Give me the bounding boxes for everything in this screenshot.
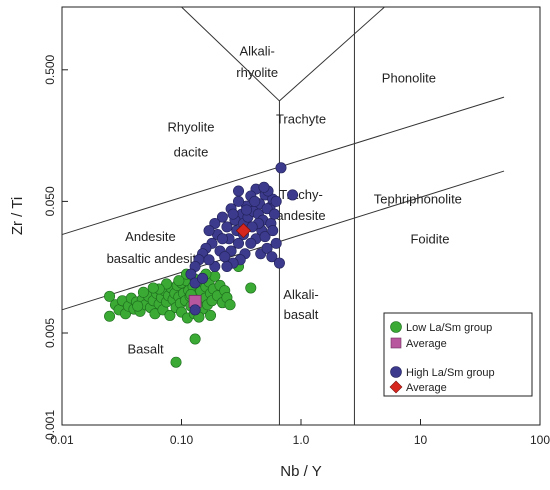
legend: Low La/Sm group Average High La/Sm group… — [383, 312, 533, 397]
legend-box — [383, 312, 533, 397]
field-label-7: andesite — [276, 208, 325, 223]
field-label-3: Rhyolite — [167, 119, 214, 134]
field-label-4: dacite — [174, 144, 209, 159]
field-label-13: basalt — [284, 307, 319, 322]
series-2-point-42 — [221, 261, 233, 273]
x-tick-label-2: 1.0 — [293, 433, 310, 447]
series-3 — [235, 223, 252, 239]
series-0-point-24 — [164, 309, 176, 321]
x-tick-label-4: 100 — [530, 433, 550, 447]
field-label-12: Alkali- — [283, 287, 318, 302]
field-label-0: Alkali- — [239, 44, 274, 59]
series-2 — [185, 162, 299, 316]
series-2-point-56 — [241, 204, 253, 216]
field-label-2: Phonolite — [382, 71, 436, 86]
series-2-point-51 — [233, 237, 245, 249]
legend-marker-low — [390, 321, 402, 333]
series-2-point-15 — [209, 217, 221, 229]
y-tick-label-3: 0.500 — [43, 54, 57, 84]
series-0-point-2 — [104, 310, 116, 322]
series-2-point-24 — [197, 272, 209, 284]
series-2-point-65 — [287, 189, 299, 201]
series-0-point-64 — [173, 275, 185, 287]
series-2-point-0 — [275, 162, 287, 174]
series-0-point-74 — [205, 309, 217, 321]
series-2-point-45 — [266, 251, 278, 263]
series-2-point-53 — [219, 251, 231, 263]
legend-marker-average-low — [390, 337, 402, 349]
series-2-point-38 — [245, 237, 257, 249]
y-tick-label-2: 0.050 — [43, 186, 57, 216]
x-tick-label-1: 0.10 — [170, 433, 194, 447]
series-2-point-22 — [185, 268, 197, 280]
series-2-point-17 — [203, 225, 215, 237]
data-points — [104, 162, 299, 368]
field-label-10: basaltic andesite — [107, 251, 204, 266]
series-0-point-67 — [147, 282, 159, 294]
y-tick-label-1: 0.005 — [43, 318, 57, 348]
legend-marker-high — [390, 366, 402, 378]
field-label-5: Trachyte — [276, 112, 326, 127]
series-0-point-78 — [170, 356, 182, 368]
series-0-point-68 — [137, 286, 149, 298]
axis-ticks: 0.01 0.10 1.0 10 100 0.001 0.005 0.050 0.500 — [43, 54, 550, 447]
legend-label-average-high: Average — [406, 382, 447, 394]
series-0-point-76 — [245, 282, 257, 294]
series-0-point-73 — [224, 299, 236, 311]
series-2-point-62 — [216, 233, 228, 245]
series-3-point-0 — [235, 223, 252, 239]
field-labels: Alkali-rhyolite Phonolite Rhyolite dacite Tr… — [107, 44, 462, 357]
x-tick-label-0: 0.01 — [50, 433, 74, 447]
x-tick-label-3: 10 — [414, 433, 428, 447]
series-2-point-57 — [249, 195, 261, 207]
series-2-point-59 — [270, 195, 282, 207]
field-label-9: Andesite — [125, 229, 176, 244]
series-2-point-63 — [233, 185, 245, 197]
series-2-point-60 — [267, 225, 279, 237]
x-axis-label: Nb / Y — [280, 463, 321, 480]
series-2-point-12 — [221, 221, 233, 233]
field-label-8: Tephriphonolite — [374, 192, 462, 207]
series-2-point-13 — [216, 211, 228, 223]
series-2-point-35 — [268, 208, 280, 220]
boundary-line-4 — [181, 6, 280, 102]
series-2-point-67 — [189, 304, 201, 316]
series-0-point-77 — [189, 333, 201, 345]
legend-label-average-low: Average — [406, 338, 447, 350]
series-2-point-61 — [227, 208, 239, 220]
series-2-point-33 — [261, 203, 273, 215]
series-2-point-64 — [258, 181, 270, 193]
series-2-point-66 — [273, 257, 285, 269]
series-0-point-57 — [209, 270, 221, 282]
y-axis-label: Zr / Ti — [9, 197, 26, 235]
series-0-point-69 — [132, 300, 144, 312]
boundary-line-1 — [61, 170, 505, 311]
field-label-14: Basalt — [127, 341, 164, 356]
y-tick-label-0: 0.001 — [43, 410, 57, 440]
field-label-6: Trachy- — [279, 187, 323, 202]
field-label-11: Foidite — [410, 231, 449, 246]
series-2-point-47 — [259, 231, 271, 243]
legend-label-low: Low La/Sm group — [406, 322, 492, 334]
field-label-1: rhyolite — [236, 65, 278, 80]
series-2-point-44 — [261, 242, 273, 254]
boundary-line-5 — [279, 6, 385, 102]
legend-label-high: High La/Sm group — [406, 367, 495, 379]
field-boundaries — [61, 6, 505, 425]
legend-marker-average-high — [389, 380, 403, 394]
series-2-point-46 — [270, 237, 282, 249]
series-2-point-55 — [203, 254, 215, 266]
series-0-point-0 — [104, 290, 116, 302]
